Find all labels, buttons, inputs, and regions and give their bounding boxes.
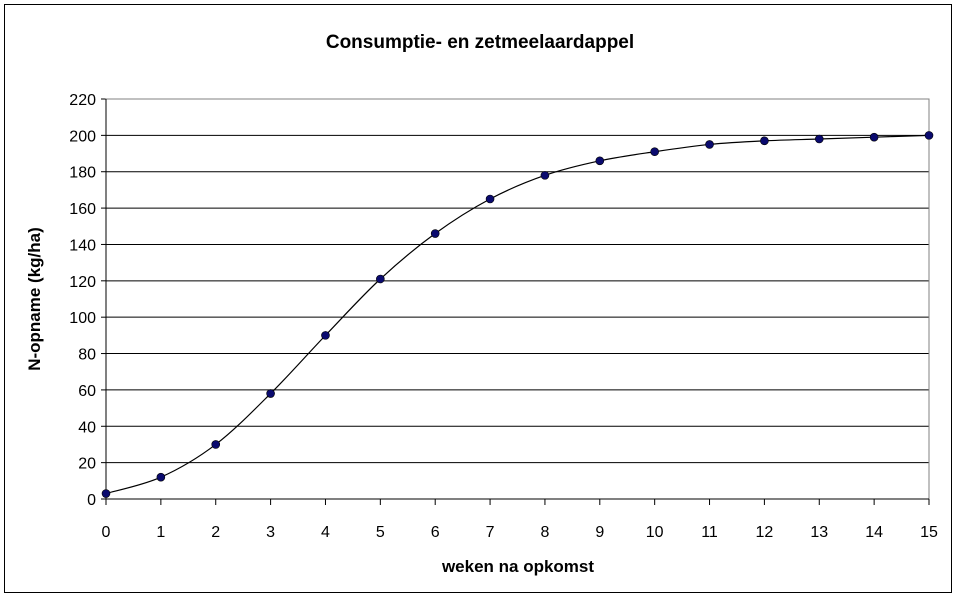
- y-tick-label: 180: [69, 165, 96, 182]
- data-point: [869, 132, 879, 142]
- y-tick-label: 0: [87, 492, 96, 509]
- data-point: [156, 472, 166, 482]
- y-tick-label: 40: [78, 419, 96, 436]
- data-point: [101, 489, 111, 498]
- data-point: [924, 131, 934, 140]
- data-point: [760, 136, 769, 146]
- y-tick-label: 80: [78, 347, 96, 364]
- y-tick-label: 120: [69, 274, 96, 291]
- y-axis-label: N-opname (kg/ha): [25, 227, 44, 371]
- grid: [106, 98, 929, 464]
- x-tick-label: 12: [756, 524, 774, 541]
- series-line: [105, 134, 930, 495]
- x-tick-label: 8: [540, 524, 549, 541]
- data-point: [266, 389, 275, 398]
- y-tick-label: 100: [69, 310, 96, 327]
- x-tick-label: 4: [321, 524, 330, 541]
- x-tick-label: 0: [102, 524, 111, 541]
- x-tick-label: 9: [595, 524, 604, 541]
- x-tick-label: 14: [865, 524, 883, 541]
- data-point: [485, 194, 495, 204]
- data-point: [430, 229, 440, 238]
- x-tick-label: 10: [646, 524, 664, 541]
- x-tick-label: 15: [920, 524, 938, 541]
- data-point: [814, 134, 824, 144]
- data-point: [540, 171, 550, 180]
- y-tick-label: 160: [69, 201, 96, 218]
- chart-frame: [4, 4, 952, 593]
- x-tick-label: 3: [266, 524, 275, 541]
- y-tick-label: 200: [69, 128, 96, 145]
- plot-area: [105, 98, 930, 500]
- y-tick-label: 60: [78, 383, 96, 400]
- x-tick-label: 6: [431, 524, 440, 541]
- x-tick-label: 7: [486, 524, 495, 541]
- axes: [101, 98, 930, 505]
- series-points: [101, 131, 934, 498]
- data-point: [705, 140, 714, 149]
- x-axis-label: weken na opkomst: [441, 557, 594, 576]
- x-tick-label: 1: [156, 524, 165, 541]
- chart-title: Consumptie- en zetmeelaardappel: [326, 32, 634, 53]
- data-point: [211, 440, 221, 449]
- x-tick-label: 11: [701, 524, 718, 541]
- y-tick-label: 140: [69, 237, 96, 254]
- data-point: [376, 274, 385, 284]
- x-tick-label: 5: [376, 524, 385, 541]
- y-tick-label: 20: [78, 456, 96, 473]
- y-tick-label: 220: [69, 92, 96, 109]
- data-point: [650, 147, 659, 157]
- data-point: [321, 331, 330, 340]
- data-point: [595, 156, 605, 166]
- x-tick-label: 13: [810, 524, 828, 541]
- x-tick-label: 2: [211, 524, 220, 541]
